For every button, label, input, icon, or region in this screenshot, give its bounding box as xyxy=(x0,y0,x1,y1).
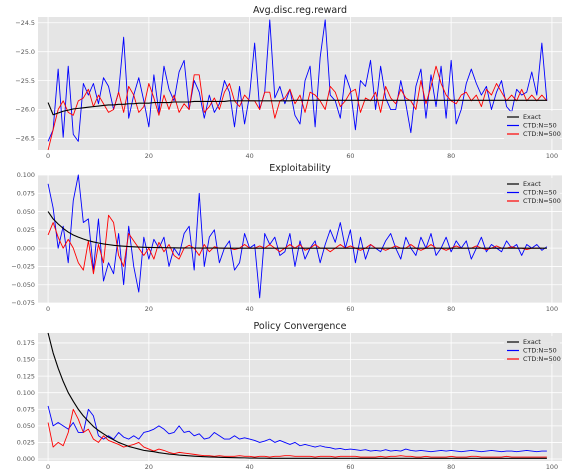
x-tick-label: 0 xyxy=(46,463,50,471)
panel-policy-convergence: Policy Convergence 0.1750.1500.1250.1000… xyxy=(17,321,562,471)
plot-area-policy-convergence xyxy=(38,333,562,461)
y-tick-label: 0.075 xyxy=(17,405,35,413)
x-tick-label: 60 xyxy=(346,463,354,471)
legend-label: CTD:N=50 xyxy=(523,122,557,130)
y-tick-label: −0.075 xyxy=(11,299,35,307)
y-tick-label: 0.025 xyxy=(17,439,35,447)
y-tick-label: 0.075 xyxy=(17,189,35,197)
chart-title-policy-convergence: Policy Convergence xyxy=(254,321,347,332)
x-tick-label: 20 xyxy=(145,152,153,160)
x-tick-labels-exploitability: 0 20 40 60 80 100 xyxy=(46,305,558,313)
legend-label: Exact xyxy=(523,113,541,121)
y-tick-label: 0.100 xyxy=(17,171,35,179)
y-tick-label: 0.050 xyxy=(17,422,35,430)
series-line-exact xyxy=(47,211,547,249)
series-line-exact xyxy=(47,332,547,459)
series-line-ctd-n-50 xyxy=(47,405,547,453)
plot-area-reward xyxy=(38,17,562,150)
x-tick-labels-reward: 0 20 40 60 80 100 xyxy=(46,152,558,160)
legend-label: CTD:N=500 xyxy=(523,355,561,363)
y-tick-label: 0.100 xyxy=(17,389,35,397)
chart-title-exploitability: Exploitability xyxy=(269,163,331,174)
series-line-exact xyxy=(47,99,547,116)
panel-exploitability: Exploitability 0.100 0.075 0.050 0.025 0.000… xyxy=(11,163,562,313)
x-tick-label: 80 xyxy=(447,305,455,313)
x-tick-label: 100 xyxy=(546,463,558,471)
y-tick-label: −25.0 xyxy=(15,48,35,56)
y-tick-label: 0.000 xyxy=(17,244,35,252)
y-tick-label: −24.5 xyxy=(15,19,35,27)
gridlines-policy-convergence xyxy=(38,333,562,461)
x-tick-label: 100 xyxy=(546,152,558,160)
x-tick-labels-policy-convergence: 0 20 40 60 80 100 xyxy=(46,463,558,471)
series-lines-policy-convergence xyxy=(47,332,547,459)
y-tick-label: −26.5 xyxy=(15,135,35,143)
series-line-ctd-n-500 xyxy=(47,408,547,458)
legend-label: CTD:N=50 xyxy=(523,189,557,197)
x-tick-label: 80 xyxy=(447,463,455,471)
y-tick-label: 0.150 xyxy=(17,356,35,364)
x-tick-label: 60 xyxy=(346,152,354,160)
legend-label: Exact xyxy=(523,180,541,188)
y-tick-labels-reward: −24.5 −25.0 −25.5 −26.0 −26.5 xyxy=(15,19,35,143)
y-tick-label: 0.125 xyxy=(17,372,35,380)
legend-label: CTD:N=500 xyxy=(523,197,561,205)
legend-label: Exact xyxy=(523,338,541,346)
series-line-ctd-n-50 xyxy=(47,19,548,142)
y-tick-label: 0.050 xyxy=(17,208,35,216)
y-tick-labels-exploitability: 0.100 0.075 0.050 0.025 0.000 −0.025 −0.050 −0.… xyxy=(11,171,35,307)
x-tick-label: 0 xyxy=(46,152,50,160)
y-tick-label: 0.025 xyxy=(17,226,35,234)
y-tick-label: 0.000 xyxy=(17,455,35,463)
x-tick-label: 20 xyxy=(145,463,153,471)
x-tick-label: 40 xyxy=(246,305,254,313)
legend-label: CTD:N=50 xyxy=(523,347,557,355)
x-tick-label: 80 xyxy=(447,152,455,160)
y-tick-label: 0.175 xyxy=(17,339,35,347)
series-line-ctd-n-500 xyxy=(47,65,548,151)
series-lines-reward xyxy=(47,19,548,151)
y-tick-label: −26.0 xyxy=(15,106,35,114)
x-tick-label: 40 xyxy=(246,463,254,471)
x-tick-label: 20 xyxy=(145,305,153,313)
y-tick-label: −0.050 xyxy=(11,281,35,289)
y-tick-label: −25.5 xyxy=(15,77,35,85)
panel-reward: Avg.disc.reg.reward −24.5 −25.0 −25.5 −26.0… xyxy=(15,5,562,160)
gridlines-reward xyxy=(38,17,562,150)
plot-area-exploitability xyxy=(38,175,562,303)
y-tick-labels-policy-convergence: 0.175 0.150 0.125 0.100 0.075 0.050 0.025 0.000 xyxy=(17,339,35,463)
series-lines-exploitability xyxy=(47,174,548,299)
chart-title-reward: Avg.disc.reg.reward xyxy=(253,5,347,16)
x-tick-label: 60 xyxy=(346,305,354,313)
y-tick-label: −0.025 xyxy=(11,263,35,271)
x-tick-label: 100 xyxy=(546,305,558,313)
x-tick-label: 40 xyxy=(246,152,254,160)
x-tick-label: 0 xyxy=(46,305,50,313)
legend-label: CTD:N=500 xyxy=(523,130,561,138)
